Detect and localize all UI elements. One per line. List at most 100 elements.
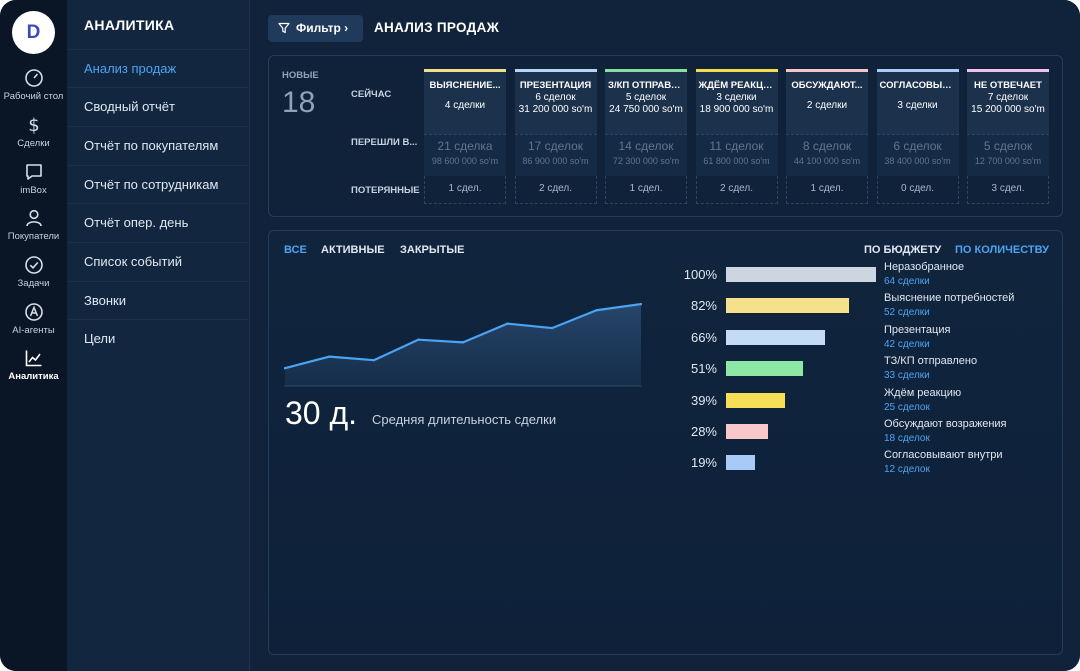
- tab-closed[interactable]: ЗАКРЫТЫЕ: [400, 244, 465, 256]
- subnav-item-customers-report[interactable]: Отчёт по покупателям: [67, 126, 250, 164]
- subnav-item-opday-report[interactable]: Отчёт опер. день: [67, 203, 250, 241]
- stage-column[interactable]: ЖДЁМ РЕАКЦИЮ 3 сделки 18 900 000 so'm 11 сд…: [695, 69, 778, 204]
- subnav-item-employees-report[interactable]: Отчёт по сотрудникам: [67, 165, 250, 203]
- rail-item-deals[interactable]: $ Сделки: [0, 115, 67, 149]
- subnav-item-calls[interactable]: Звонки: [67, 281, 250, 319]
- stage-moved-count: 5 сделок: [983, 139, 1033, 153]
- subnav-item-goals[interactable]: Цели: [67, 319, 250, 357]
- stage-now-count: 3 сделки: [897, 100, 938, 111]
- stage-now-cell[interactable]: ЖДЁМ РЕАКЦИЮ 3 сделки 18 900 000 so'm: [695, 69, 778, 134]
- row-label-moved: ПЕРЕШЛИ В...: [351, 137, 418, 148]
- stage-name: НЕ ОТВЕЧАЕТ: [974, 80, 1042, 91]
- stage-name: СОГЛАСОВЫВАЮ...: [879, 80, 959, 91]
- stage-moved-cell[interactable]: 8 сделок 44 100 000 so'm: [786, 134, 868, 176]
- funnel-stage-count[interactable]: 18 сделок: [884, 433, 930, 444]
- funnel-percent: 100%: [683, 267, 717, 282]
- rail-item-tasks[interactable]: Задачи: [0, 255, 67, 289]
- analytics-panel: [268, 230, 1063, 655]
- stage-name: ОБСУЖДАЮТ...: [791, 80, 863, 91]
- funnel-row[interactable]: 28% Обсуждают возражения 18 сделок: [680, 418, 1060, 454]
- stage-name: ПРЕЗЕНТАЦИЯ: [519, 80, 592, 91]
- rail-item-analytics[interactable]: Аналитика: [0, 348, 67, 382]
- funnel-row[interactable]: 82% Выяснение потребностей 52 сделки: [680, 292, 1060, 328]
- stage-now-cell[interactable]: НЕ ОТВЕЧАЕТ 7 сделок 15 200 000 so'm: [967, 69, 1049, 134]
- funnel-bar: [726, 455, 755, 471]
- stage-lost-cell[interactable]: 2 сдел.: [514, 176, 597, 204]
- icon-rail: D Рабочий стол $ Сделки imBox Покупатели…: [0, 0, 67, 671]
- stage-now-cell[interactable]: ОБСУЖДАЮТ... 2 сделки: [786, 69, 868, 134]
- stage-moved-cell[interactable]: 21 сделка 98 600 000 so'm: [424, 134, 506, 176]
- stage-moved-cell[interactable]: 11 сделок 61 800 000 so'm: [695, 134, 778, 176]
- row-label-lost: ПОТЕРЯННЫЕ: [351, 185, 420, 196]
- avg-duration-caption: Средняя длительность сделки: [372, 412, 557, 427]
- stage-moved-sum: 38 400 000 so'm: [884, 156, 951, 166]
- stage-moved-cell[interactable]: 6 сделок 38 400 000 so'm: [876, 134, 959, 176]
- funnel-stage-count[interactable]: 33 сделки: [884, 370, 930, 382]
- pipeline-panel: НОВЫЕ 18 СЕЙЧАС ПЕРЕШЛИ В... ПОТЕРЯННЫЕ …: [268, 55, 1063, 217]
- stage-column[interactable]: ПРЕЗЕНТАЦИЯ 6 сделок 31 200 000 so'm 17 сде…: [514, 69, 597, 204]
- rail-item-label: Покупатели: [7, 231, 60, 242]
- funnel-bar: [726, 329, 825, 345]
- stage-lost-cell[interactable]: 1 сдел.: [786, 176, 868, 204]
- funnel-row[interactable]: 39% Ждём реакцию 25 сделок: [680, 387, 1060, 423]
- subnav-item-events[interactable]: Список событий: [67, 242, 250, 280]
- stage-moved-count: 17 сделок: [527, 139, 584, 153]
- stage-column[interactable]: ВЫЯСНЕНИЕ... 4 сделки 21 сделка 98 600 000 …: [424, 69, 506, 204]
- stage-moved-sum: 72 300 000 so'm: [612, 156, 680, 166]
- stage-column[interactable]: СОГЛАСОВЫВАЮ... 3 сделки 6 сделок 38 400 00…: [876, 69, 959, 204]
- funnel-stage-count[interactable]: 25 сделок: [884, 401, 930, 413]
- trend-point: [284, 366, 287, 370]
- stage-column[interactable]: ОБСУЖДАЮТ... 2 сделки 8 сделок 44 100 000 s…: [786, 69, 868, 204]
- stage-moved-sum: 12 700 000 so'm: [974, 156, 1042, 166]
- rail-item-ai-agents[interactable]: AI-агенты: [0, 302, 67, 336]
- funnel-stage-count[interactable]: 12 сделок: [884, 464, 930, 476]
- funnel-stage-name: Неразобранное: [884, 261, 965, 273]
- app-logo[interactable]: D: [12, 11, 55, 54]
- trend-point: [372, 358, 376, 362]
- analytics-subnav: АНАЛИТИКА Анализ продаж Сводный отчёт От…: [67, 0, 250, 671]
- funnel-stage-count[interactable]: 52 сделки: [884, 307, 930, 319]
- stage-moved-count: 6 сделок: [893, 139, 942, 153]
- stage-lost-cell[interactable]: 1 сдел.: [424, 176, 506, 204]
- tab-all[interactable]: ВСЕ: [284, 244, 307, 256]
- svg-text:$: $: [28, 115, 39, 135]
- main-content: Фильтр › АНАЛИЗ ПРОДАЖ НОВЫЕ 18 СЕЙЧАС П…: [250, 0, 1080, 671]
- rail-item-imbox[interactable]: imBox: [0, 162, 67, 196]
- rail-item-desktop[interactable]: Рабочий стол: [0, 68, 67, 102]
- stage-now-cell[interactable]: ВЫЯСНЕНИЕ... 4 сделки: [424, 69, 506, 134]
- stage-lost-cell[interactable]: 2 сдел.: [695, 176, 778, 204]
- subnav-item-sales-analysis[interactable]: Анализ продаж: [67, 49, 250, 87]
- stage-column[interactable]: НЕ ОТВЕЧАЕТ 7 сделок 15 200 000 so'm 5 сдел…: [967, 69, 1049, 204]
- subnav-item-summary-report[interactable]: Сводный отчёт: [67, 87, 250, 125]
- filter-icon: [278, 22, 290, 34]
- funnel-row[interactable]: 66% Презентация 42 сделки: [680, 324, 1060, 360]
- tab-active[interactable]: АКТИВНЫЕ: [321, 244, 385, 256]
- funnel-bar: [726, 392, 785, 408]
- stage-moved-cell[interactable]: 5 сделок 12 700 000 so'm: [967, 134, 1049, 176]
- stage-lost-cell[interactable]: 3 сдел.: [967, 176, 1049, 204]
- stage-lost-cell[interactable]: 0 сдел.: [876, 176, 959, 204]
- rail-item-customers[interactable]: Покупатели: [0, 208, 67, 242]
- toggle-by-count[interactable]: ПО КОЛИЧЕСТВУ: [955, 244, 1049, 256]
- chat-icon: [25, 164, 42, 180]
- stage-now-cell[interactable]: З/КП ОТПРАВЛЕН 5 сделок 24 750 000 so'm: [605, 69, 687, 134]
- stage-moved-cell[interactable]: 17 сделок 86 900 000 so'm: [514, 134, 597, 176]
- funnel-stage-count[interactable]: 42 сделки: [884, 338, 930, 350]
- funnel-row[interactable]: 100% Неразобранное 64 сделки: [680, 261, 1060, 297]
- toggle-by-budget[interactable]: ПО БЮДЖЕТУ: [864, 244, 942, 256]
- stage-lost-cell[interactable]: 1 сдел.: [605, 176, 687, 204]
- stage-column[interactable]: З/КП ОТПРАВЛЕН 5 сделок 24 750 000 so'm 14 …: [605, 69, 687, 204]
- stage-now-sum: 24 750 000 so'm: [609, 104, 683, 115]
- stage-moved-cell[interactable]: 14 сделок 72 300 000 so'm: [605, 134, 687, 176]
- funnel-stage-count[interactable]: 64 сделки: [884, 276, 930, 287]
- funnel-row[interactable]: 51% ТЗ/КП отправлено 33 сделки: [680, 355, 1060, 391]
- deal-duration-trend-chart: [284, 302, 642, 387]
- funnel-row[interactable]: 19% Согласовывают внутри 12 сделок: [680, 449, 1060, 485]
- stage-now-cell[interactable]: ПРЕЗЕНТАЦИЯ 6 сделок 31 200 000 so'm: [514, 69, 597, 134]
- stage-name: З/КП ОТПРАВЛЕН: [608, 80, 687, 91]
- stage-now-cell[interactable]: СОГЛАСОВЫВАЮ... 3 сделки: [876, 69, 959, 134]
- filter-button[interactable]: Фильтр ›: [268, 15, 363, 42]
- trend-point: [328, 355, 331, 358]
- rail-item-label: Рабочий стол: [3, 91, 64, 102]
- stage-moved-count: 8 сделок: [802, 139, 852, 153]
